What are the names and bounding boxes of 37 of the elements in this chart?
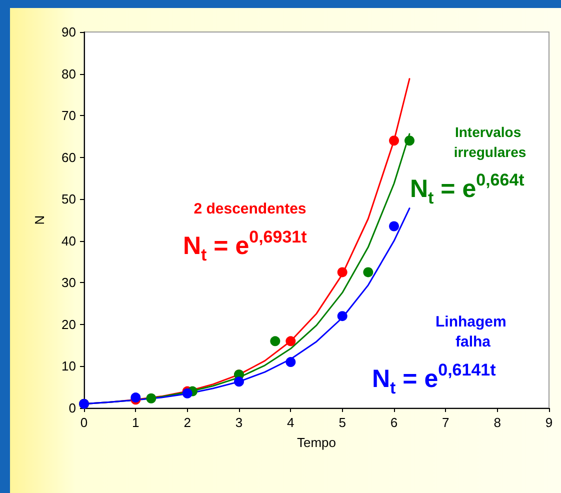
point: [389, 136, 399, 146]
point: [363, 267, 374, 278]
x-tick-label: 0: [80, 415, 88, 430]
point: [389, 221, 399, 232]
annotation: Intervalos irregulares: [454, 124, 526, 160]
x-tick-label: 1: [132, 415, 140, 430]
point: [337, 267, 348, 278]
y-tick-label: 40: [62, 233, 76, 248]
y-tick-label: 70: [62, 108, 76, 124]
point: [286, 336, 296, 346]
x-tick-label: 3: [235, 415, 243, 430]
x-tick-label: 4: [287, 415, 294, 430]
annotation: 2 descendentes: [194, 200, 306, 218]
point: [146, 393, 156, 404]
y-tick-label: 10: [62, 358, 76, 374]
x-axis-title: Tempo: [296, 435, 336, 450]
y-axis-title: N: [183, 232, 202, 260]
y-tick-label: 90: [62, 24, 76, 40]
x-tick-label: 7: [442, 415, 450, 430]
point: [337, 311, 348, 322]
y-tick-label: 50: [62, 192, 76, 207]
point: [286, 357, 296, 368]
x-tick-label: 6: [390, 415, 398, 430]
y-tick-label: 20: [62, 316, 76, 332]
x-tick-label: 8: [494, 415, 501, 430]
point: [270, 336, 280, 346]
annotation: Linhagem falha: [435, 314, 511, 350]
point: [234, 376, 244, 387]
x-tick-label: 9: [545, 415, 553, 430]
point: [404, 136, 414, 146]
x-tick-label: 2: [184, 415, 191, 430]
x-tick-label: 5: [338, 415, 346, 430]
y-tick-label: 80: [62, 66, 76, 82]
text: N: [32, 215, 47, 225]
y-tick-label: 30: [62, 275, 76, 290]
y-tick-label: 0: [68, 400, 76, 416]
y-tick-label: 60: [62, 150, 76, 165]
